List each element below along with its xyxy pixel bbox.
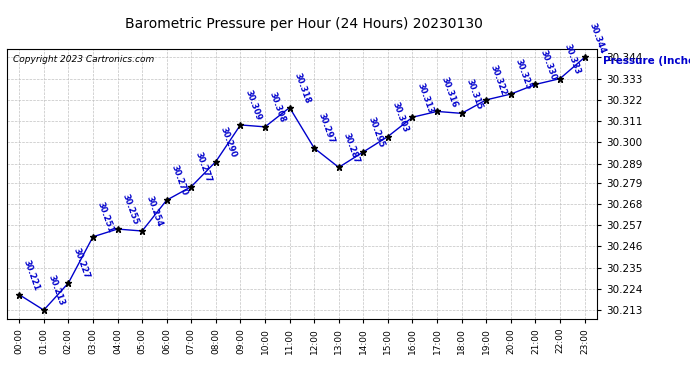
Text: 30.330: 30.330 bbox=[538, 48, 558, 82]
Text: 30.251: 30.251 bbox=[96, 201, 115, 234]
Text: 30.255: 30.255 bbox=[120, 193, 140, 226]
Text: Pressure (Inches/Hg): Pressure (Inches/Hg) bbox=[603, 56, 690, 66]
Text: 30.315: 30.315 bbox=[464, 77, 484, 111]
Text: 30.270: 30.270 bbox=[170, 164, 189, 197]
Text: Barometric Pressure per Hour (24 Hours) 20230130: Barometric Pressure per Hour (24 Hours) … bbox=[125, 17, 482, 31]
Text: 30.344: 30.344 bbox=[587, 21, 607, 55]
Text: 30.322: 30.322 bbox=[489, 64, 509, 97]
Text: 30.318: 30.318 bbox=[293, 72, 312, 105]
Text: 30.309: 30.309 bbox=[243, 89, 263, 122]
Text: 30.277: 30.277 bbox=[194, 151, 213, 184]
Text: Copyright 2023 Cartronics.com: Copyright 2023 Cartronics.com bbox=[13, 56, 154, 64]
Text: 30.287: 30.287 bbox=[342, 131, 361, 165]
Text: 30.227: 30.227 bbox=[71, 247, 90, 280]
Text: 30.290: 30.290 bbox=[219, 126, 238, 159]
Text: 30.254: 30.254 bbox=[145, 195, 164, 228]
Text: 30.308: 30.308 bbox=[268, 91, 287, 124]
Text: 30.295: 30.295 bbox=[366, 116, 386, 149]
Text: 30.297: 30.297 bbox=[317, 112, 337, 145]
Text: 30.221: 30.221 bbox=[22, 258, 41, 292]
Text: 30.325: 30.325 bbox=[513, 58, 533, 91]
Text: 30.316: 30.316 bbox=[440, 75, 460, 109]
Text: 30.313: 30.313 bbox=[415, 81, 435, 114]
Text: 30.333: 30.333 bbox=[563, 43, 582, 76]
Text: 30.213: 30.213 bbox=[46, 274, 66, 307]
Text: 30.303: 30.303 bbox=[391, 100, 410, 134]
